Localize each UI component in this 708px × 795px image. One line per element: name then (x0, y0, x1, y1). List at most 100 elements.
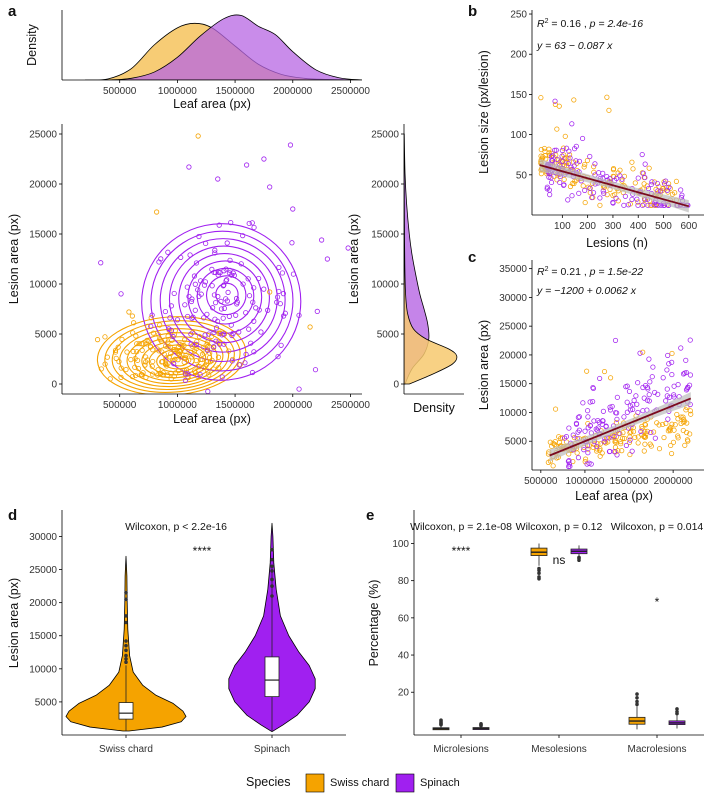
b-equation-annotation: y = 63 − 0.087 x (536, 40, 613, 52)
a-point-spinach (188, 341, 194, 347)
a-point-spinach (215, 176, 221, 182)
a-point-swiss-chard (168, 351, 174, 357)
c-point-spinach (585, 408, 591, 414)
e-ylabel: Percentage (%) (367, 580, 381, 667)
c-point-spinach (576, 427, 582, 433)
c-point-spinach (570, 432, 576, 438)
b-point-spinach (666, 184, 672, 190)
c-point-swiss-chard (632, 434, 638, 441)
a-point-spinach (190, 314, 196, 320)
b-point-swiss-chard (540, 154, 546, 160)
a-point-spinach (240, 281, 246, 287)
b-point-spinach (651, 202, 657, 208)
a-contour-swiss-chard (119, 328, 230, 388)
a-point-spinach (229, 358, 235, 364)
a-point-swiss-chard (183, 352, 189, 359)
legend-label-spinach: Spinach (420, 777, 460, 789)
c-point-swiss-chard (618, 441, 624, 447)
c-point-swiss-chard (669, 350, 675, 357)
a-point-spinach (236, 329, 242, 335)
c-point-swiss-chard (574, 450, 580, 456)
a-point-swiss-chard (177, 354, 184, 360)
a-point-swiss-chard (164, 372, 171, 378)
a-point-swiss-chard (267, 289, 273, 295)
b-point-spinach (569, 193, 575, 199)
e-test-label: Wilcoxon, p = 0.12 (516, 521, 603, 533)
c-point-spinach (638, 428, 644, 435)
b-point-swiss-chard (562, 160, 569, 166)
c-point-swiss-chard (613, 439, 619, 446)
a-point-spinach (195, 287, 201, 293)
c-point-swiss-chard (558, 435, 564, 441)
c-point-spinach (624, 409, 630, 415)
b-point-swiss-chard (546, 150, 552, 156)
c-point-swiss-chard (635, 440, 641, 446)
c-point-swiss-chard (626, 439, 633, 446)
panel-letter-d: d (8, 507, 17, 524)
b-point-spinach (639, 202, 646, 208)
a-point-swiss-chard (126, 309, 132, 315)
c-point-spinach (646, 398, 652, 404)
c-point-swiss-chard (547, 439, 553, 445)
a-point-spinach (210, 305, 216, 311)
b-point-spinach (610, 200, 616, 206)
c-point-spinach (565, 458, 571, 464)
a-point-swiss-chard (102, 334, 108, 340)
a-point-swiss-chard (102, 361, 108, 367)
b-xlabel: Lesions (n) (586, 236, 648, 250)
b-point-spinach (552, 98, 558, 104)
d-outlier-swiss-chard (124, 639, 128, 643)
a-point-spinach (209, 283, 215, 289)
b-point-spinach (559, 153, 565, 159)
a-point-spinach (319, 237, 325, 243)
a-point-spinach (249, 220, 255, 226)
a-point-swiss-chard (112, 347, 119, 353)
c-point-spinach (597, 375, 603, 382)
c-point-spinach (669, 359, 675, 365)
a-point-spinach (345, 245, 351, 251)
c-point-spinach (611, 434, 617, 440)
a-point-spinach (182, 302, 188, 308)
a-point-swiss-chard (166, 354, 172, 360)
c-point-spinach (582, 428, 588, 434)
b-point-swiss-chard (582, 161, 588, 168)
a-point-swiss-chard (144, 337, 150, 343)
c-point-spinach (635, 409, 641, 415)
c-point-swiss-chard (642, 421, 648, 427)
b-point-swiss-chard (632, 180, 638, 186)
a-point-spinach (224, 240, 230, 246)
c-point-spinach (665, 352, 671, 358)
d-outlier-spinach (270, 557, 274, 562)
b-point-swiss-chard (571, 180, 577, 187)
c-point-swiss-chard (630, 429, 637, 435)
e-outlier-spinach-microlesions (479, 722, 483, 726)
c-point-spinach (580, 400, 586, 406)
b-point-spinach (559, 147, 565, 154)
b-point-swiss-chard (606, 107, 612, 113)
d-outlier-swiss-chard (124, 597, 128, 602)
a-point-spinach (240, 233, 246, 239)
a-main-ytick-label: 25000 (29, 130, 57, 141)
a-point-spinach (148, 323, 154, 329)
b-point-spinach (654, 180, 660, 187)
a-point-swiss-chard (157, 322, 163, 328)
a-point-swiss-chard (216, 338, 222, 345)
a-point-spinach (216, 222, 222, 228)
e-test-label: Wilcoxon, p = 2.1e-08 (410, 521, 512, 533)
a-point-swiss-chard (195, 133, 201, 139)
b-point-swiss-chard (582, 200, 588, 206)
b-point-spinach (592, 161, 598, 167)
a-point-spinach (238, 261, 244, 267)
a-point-spinach (249, 369, 256, 376)
c-ytick-label: 5000 (505, 437, 528, 448)
d-outlier-spinach (270, 569, 274, 573)
b-point-spinach (549, 158, 556, 164)
c-point-spinach (641, 395, 647, 401)
panel-e-boxplot: Microlesions Mesolesions Macrolesions 20 40… (367, 510, 704, 755)
panel-letter-e: e (366, 507, 374, 524)
legend-title: Species (246, 775, 290, 789)
a-point-spinach (280, 291, 287, 297)
b-regression-line (539, 164, 690, 208)
b-xtick-label: 300 (605, 221, 622, 232)
e-outlier-swiss-chard-macrolesions (635, 702, 639, 707)
